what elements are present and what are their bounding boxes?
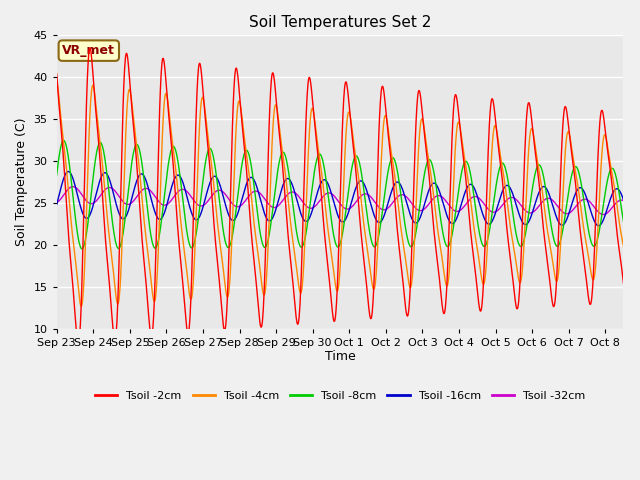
X-axis label: Time: Time: [324, 350, 355, 363]
Text: VR_met: VR_met: [62, 44, 115, 57]
Title: Soil Temperatures Set 2: Soil Temperatures Set 2: [249, 15, 431, 30]
Legend: Tsoil -2cm, Tsoil -4cm, Tsoil -8cm, Tsoil -16cm, Tsoil -32cm: Tsoil -2cm, Tsoil -4cm, Tsoil -8cm, Tsoi…: [91, 386, 589, 405]
Y-axis label: Soil Temperature (C): Soil Temperature (C): [15, 118, 28, 246]
